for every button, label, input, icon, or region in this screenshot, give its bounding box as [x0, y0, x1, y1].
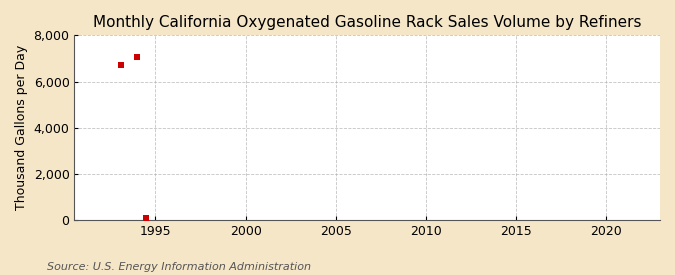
Y-axis label: Thousand Gallons per Day: Thousand Gallons per Day [15, 45, 28, 210]
Point [132, 55, 143, 59]
Point [141, 216, 152, 220]
Text: Source: U.S. Energy Information Administration: Source: U.S. Energy Information Administ… [47, 262, 311, 272]
Point [116, 63, 127, 68]
Title: Monthly California Oxygenated Gasoline Rack Sales Volume by Refiners: Monthly California Oxygenated Gasoline R… [93, 15, 641, 30]
